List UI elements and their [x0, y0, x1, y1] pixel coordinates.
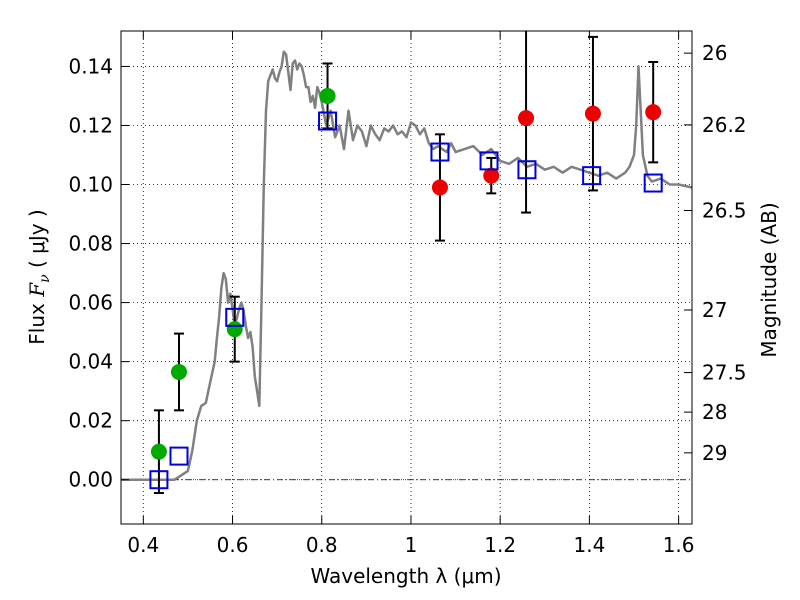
- plot-background: [121, 31, 692, 524]
- data-point-circle: [150, 443, 167, 460]
- y-axis-ticks: 0.00 0.02 0.04 0.06 0.08 0.10 0.12 0.14: [68, 54, 129, 492]
- y-axis-label-symbol: F: [25, 282, 49, 298]
- data-point-circle: [483, 167, 500, 184]
- model-point-square: [318, 111, 338, 131]
- y-tick-label: 0.14: [68, 54, 113, 78]
- model-point-square: [479, 151, 499, 171]
- y2-tick-label: 28: [702, 400, 727, 424]
- y2-tick-label: 26.2: [702, 113, 747, 137]
- data-point-circle: [645, 104, 662, 121]
- y-tick-label: 0.00: [68, 468, 113, 492]
- model-point-square: [582, 166, 602, 186]
- y-axis-label-subscript: ν: [37, 274, 53, 283]
- y2-tick-label: 29: [702, 441, 727, 465]
- y2-tick-label: 26: [702, 41, 727, 65]
- x-tick-label: 1.2: [484, 533, 516, 557]
- y-tick-label: 0.08: [68, 232, 113, 256]
- y2-tick-label: 27.5: [702, 361, 747, 385]
- y-tick-label: 0.06: [68, 291, 113, 315]
- data-point-circle: [431, 179, 448, 196]
- x-tick-label: 0.6: [217, 533, 249, 557]
- y2-tick-label: 26.5: [702, 198, 747, 222]
- y-tick-label: 0.02: [68, 409, 113, 433]
- x-tick-label: 1.6: [663, 533, 695, 557]
- model-point-square: [517, 160, 537, 180]
- x-axis-label: Wavelength λ (μm): [310, 564, 501, 588]
- model-spectrum-line: [121, 50, 693, 481]
- y2-axis-label: Magnitude (AB): [757, 202, 781, 357]
- data-points: [149, 87, 663, 490]
- y-tick-label: 0.10: [68, 173, 113, 197]
- x-axis-ticks: 0.4 0.6 0.8 1 1.2 1.4 1.6: [127, 31, 695, 557]
- plot-frame: [120, 30, 693, 525]
- y-tick-label: 0.04: [68, 350, 113, 374]
- x-tick-label: 1: [405, 533, 418, 557]
- model-point-square: [225, 307, 245, 327]
- x-tick-label: 0.4: [127, 533, 159, 557]
- model-point-square: [430, 142, 450, 162]
- model-point-square: [169, 446, 189, 466]
- model-point-square: [149, 470, 169, 490]
- data-point-circle: [170, 363, 187, 380]
- data-point-circle: [584, 105, 601, 122]
- x-tick-label: 0.8: [306, 533, 338, 557]
- y-axis-label: Flux Fν ( μJy ): [25, 209, 53, 344]
- y2-axis-ticks: 26 26.2 26.5 27 27.5 28 29: [684, 41, 747, 465]
- y-axis-label-prefix: Flux: [25, 297, 49, 345]
- y2-tick-label: 27: [702, 298, 727, 322]
- model-point-square: [643, 173, 663, 193]
- data-point-circle: [226, 321, 243, 338]
- model-spectrum: [121, 50, 693, 481]
- x-tick-label: 1.4: [573, 533, 605, 557]
- data-point-circle: [319, 87, 336, 104]
- data-point-circle: [518, 110, 535, 127]
- y-axis-label-suffix: ( μJy ): [25, 209, 49, 274]
- y-tick-label: 0.12: [68, 113, 113, 137]
